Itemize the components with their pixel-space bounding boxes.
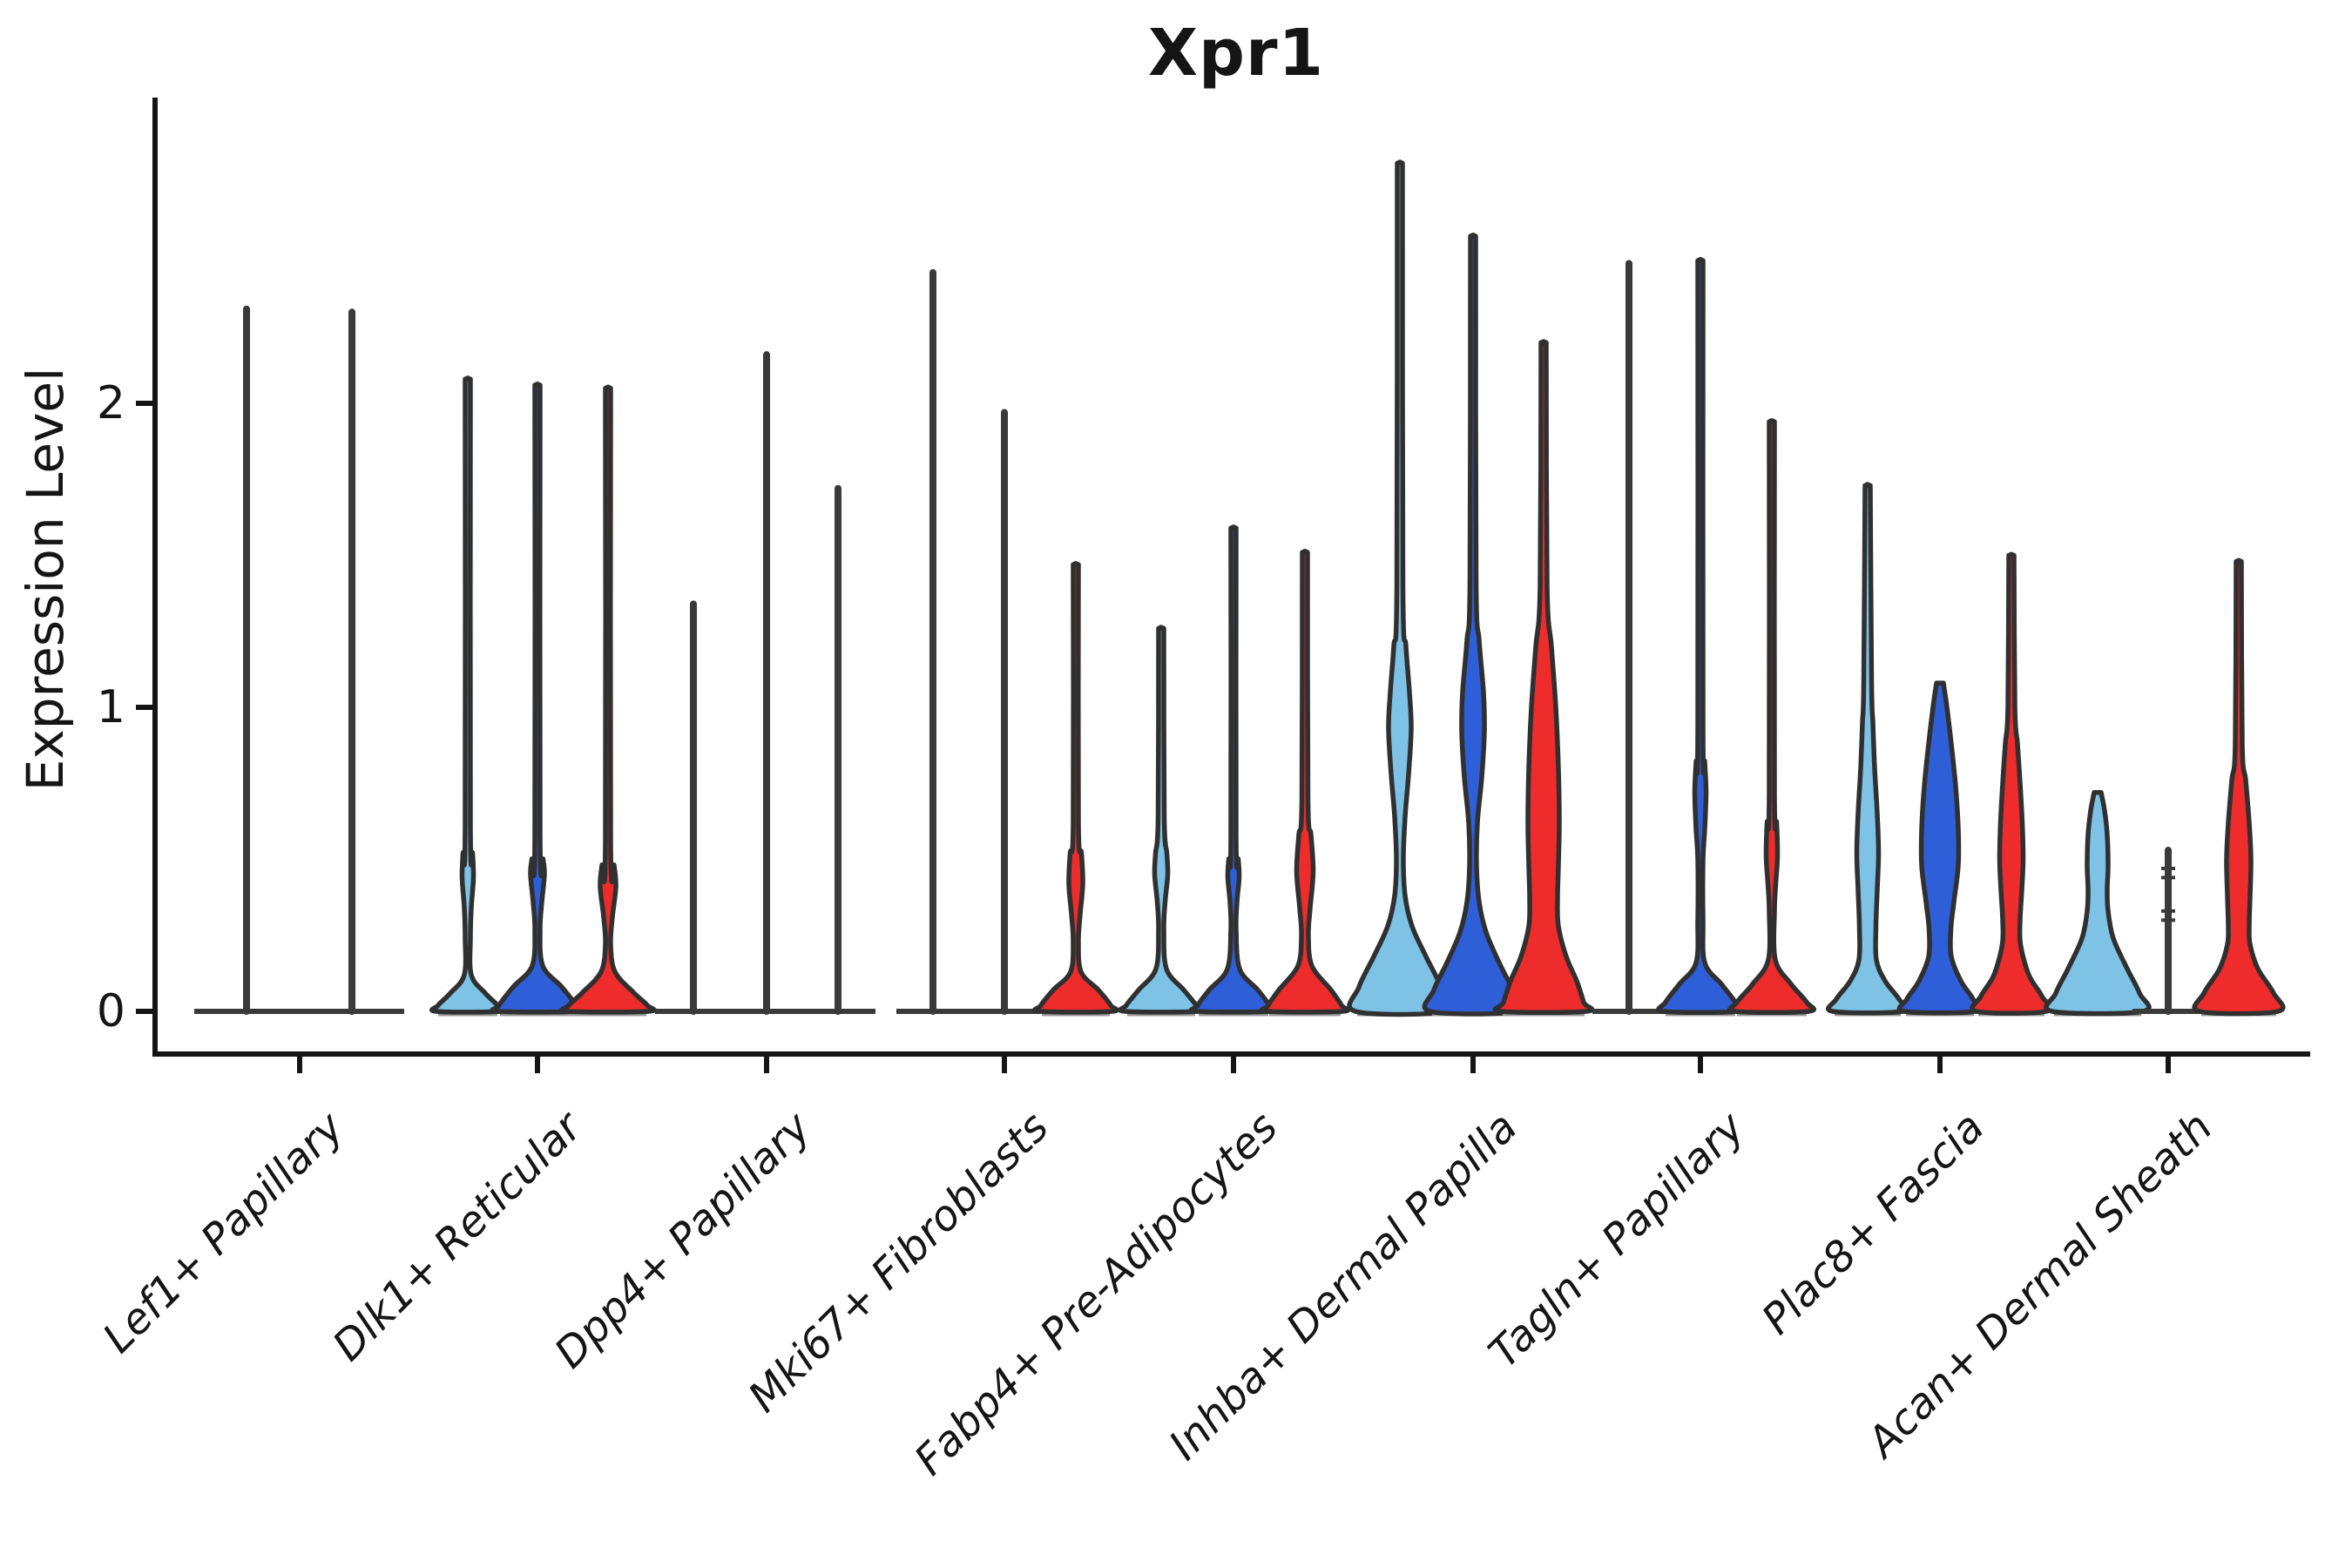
violin-Tagln+-blue xyxy=(1656,256,1745,1017)
violin-body xyxy=(1492,340,1595,1016)
violin-body xyxy=(1422,233,1524,1017)
violin-Dlk1+-blue xyxy=(490,382,585,1017)
violin-Plac8+-red xyxy=(1970,551,2053,1017)
violin-Dlk1+-red xyxy=(559,384,657,1017)
violin-Dpp4+-none xyxy=(655,600,730,1015)
y-tick-label: 0 xyxy=(96,985,125,1037)
violin-Fabp4+-light_blue xyxy=(1117,625,1206,1017)
violin-Acan+-red xyxy=(2192,558,2286,1017)
violin-body xyxy=(559,385,657,1015)
violin-Tagln+-red xyxy=(1727,417,1817,1017)
violin-body xyxy=(2192,558,2286,1017)
violin-Lef1+-none xyxy=(300,308,404,1015)
violin-body xyxy=(1826,483,1909,1016)
violin-Plac8+-blue xyxy=(1896,680,1984,1017)
violin-body xyxy=(1188,525,1279,1015)
violin-Acan+-light_blue xyxy=(2044,789,2152,1017)
violin-body xyxy=(2044,789,2152,1017)
violin-body xyxy=(1970,552,2053,1016)
y-tick-label: 2 xyxy=(96,377,125,429)
violin-Mki67+-red xyxy=(1031,560,1120,1017)
violin-Inhba+-light_blue xyxy=(1347,159,1453,1017)
violin-Lef1+-none xyxy=(194,305,300,1015)
violin-Fabp4+-blue xyxy=(1188,524,1279,1017)
y-tick-label: 1 xyxy=(96,681,125,733)
violin-body xyxy=(1727,419,1817,1016)
violin-Inhba+-blue xyxy=(1422,233,1524,1017)
violin-body xyxy=(1896,680,1984,1016)
chart-title: Xpr1 xyxy=(1147,16,1325,91)
violin-Fabp4+-red xyxy=(1259,549,1351,1017)
violin-body xyxy=(1117,625,1206,1015)
violin-Mki67+-none xyxy=(896,268,969,1015)
violin-Acan+-none xyxy=(2132,847,2204,1015)
violin-Tagln+-none xyxy=(1592,260,1666,1015)
violin-body xyxy=(429,376,506,1015)
violin-Plac8+-light_blue xyxy=(1826,482,1909,1017)
violin-body xyxy=(1656,258,1745,1016)
violin-body xyxy=(1031,562,1120,1015)
violin-body xyxy=(1347,160,1453,1017)
violin-Dpp4+-none xyxy=(803,484,875,1015)
violin-Dlk1+-light_blue xyxy=(429,375,506,1017)
violin-body xyxy=(490,382,585,1015)
violin-Inhba+-red xyxy=(1492,339,1595,1017)
violin-body xyxy=(1259,550,1351,1015)
violin-Mki67+-none xyxy=(969,409,1040,1015)
violin-Dpp4+-none xyxy=(730,351,803,1015)
